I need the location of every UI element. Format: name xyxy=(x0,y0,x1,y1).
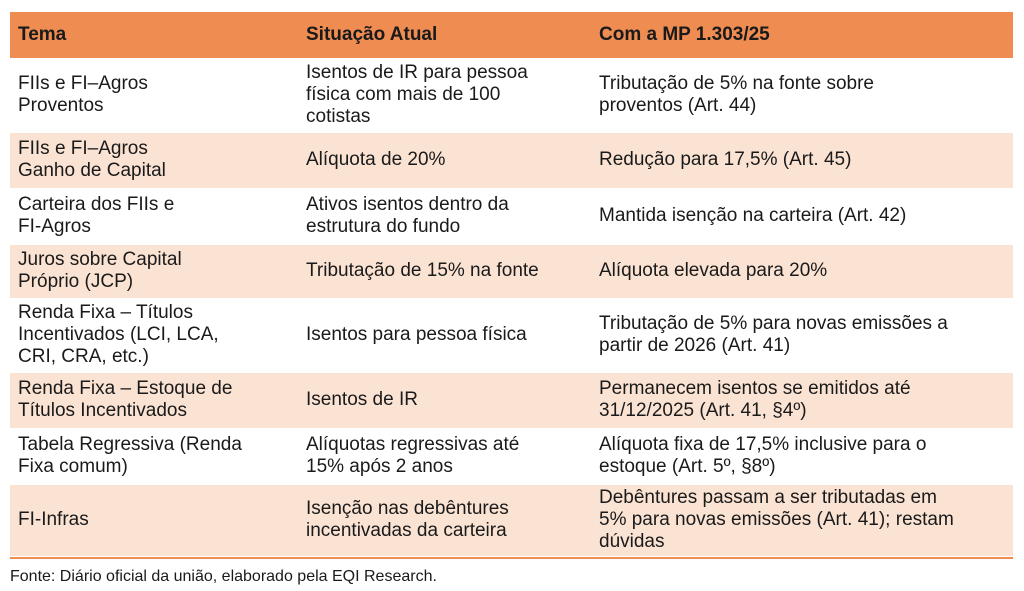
table-cell-situacao: Alíquota de 20% xyxy=(298,132,591,189)
table-row: Tabela Regressiva (Renda Fixa comum) Alí… xyxy=(10,428,1013,485)
table-row: FIIs e FI–Agros Proventos Isentos de IR … xyxy=(10,58,1013,133)
table-cell-tema: FIIs e FI–Agros Proventos xyxy=(10,58,298,133)
table-row: Carteira dos FIIs e FI-Agros Ativos isen… xyxy=(10,188,1013,245)
header-tema: Tema xyxy=(18,24,67,45)
table-cell-situacao: Isentos de IR xyxy=(298,372,591,429)
table-cell-tema: Carteira dos FIIs e FI-Agros xyxy=(10,188,298,245)
table-cell-tema: Juros sobre Capital Próprio (JCP) xyxy=(10,244,298,299)
table-cell-mp: Tributação de 5% para novas emissões a p… xyxy=(591,298,1013,373)
table-cell-mp: Permanecem isentos se emitidos até 31/12… xyxy=(591,372,1013,429)
table-cell-tema: Renda Fixa – Títulos Incentivados (LCI, … xyxy=(10,298,298,373)
table-bottom-rule xyxy=(10,556,1013,559)
table-row: FI-Infras Isenção nas debêntures incenti… xyxy=(10,484,1013,557)
table-cell-tema: Tabela Regressiva (Renda Fixa comum) xyxy=(10,428,298,485)
table-cell-situacao: Isentos para pessoa física xyxy=(298,298,591,373)
table-row: Juros sobre Capital Próprio (JCP) Tribut… xyxy=(10,244,1013,299)
table-header-row: Tema Situação Atual Com a MP 1.303/25 xyxy=(10,12,1013,58)
table-cell-tema: Renda Fixa – Estoque de Títulos Incentiv… xyxy=(10,372,298,429)
table-cell-situacao: Isentos de IR para pessoa física com mai… xyxy=(298,58,591,133)
table-row: Renda Fixa – Títulos Incentivados (LCI, … xyxy=(10,298,1013,373)
table-cell-mp: Alíquota elevada para 20% xyxy=(591,244,1013,299)
table-row: FIIs e FI–Agros Ganho de Capital Alíquot… xyxy=(10,132,1013,189)
tax-comparison-table: Tema Situação Atual Com a MP 1.303/25 FI… xyxy=(10,12,1013,557)
table-cell-mp: Debêntures passam a ser tributadas em 5%… xyxy=(591,484,1013,557)
table-cell-mp: Alíquota fixa de 17,5% inclusive para o … xyxy=(591,428,1013,485)
table-cell-mp: Mantida isenção na carteira (Art. 42) xyxy=(591,188,1013,245)
header-com-a-mp: Com a MP 1.303/25 xyxy=(599,24,770,45)
table-cell-situacao: Alíquotas regressivas até 15% após 2 ano… xyxy=(298,428,591,485)
table-cell-tema: FIIs e FI–Agros Ganho de Capital xyxy=(10,132,298,189)
header-situacao-atual: Situação Atual xyxy=(306,24,438,45)
table-cell-situacao: Ativos isentos dentro da estrutura do fu… xyxy=(298,188,591,245)
table-cell-mp: Redução para 17,5% (Art. 45) xyxy=(591,132,1013,189)
tax-comparison-table-container: Tema Situação Atual Com a MP 1.303/25 FI… xyxy=(10,12,1013,559)
table-row: Renda Fixa – Estoque de Títulos Incentiv… xyxy=(10,372,1013,429)
table-cell-tema: FI-Infras xyxy=(10,484,298,557)
table-cell-mp: Tributação de 5% na fonte sobre provento… xyxy=(591,58,1013,133)
table-cell-situacao: Isenção nas debêntures incentivadas da c… xyxy=(298,484,591,557)
source-note: Fonte: Diário oficial da união, elaborad… xyxy=(10,568,437,585)
table-cell-situacao: Tributação de 15% na fonte xyxy=(298,244,591,299)
